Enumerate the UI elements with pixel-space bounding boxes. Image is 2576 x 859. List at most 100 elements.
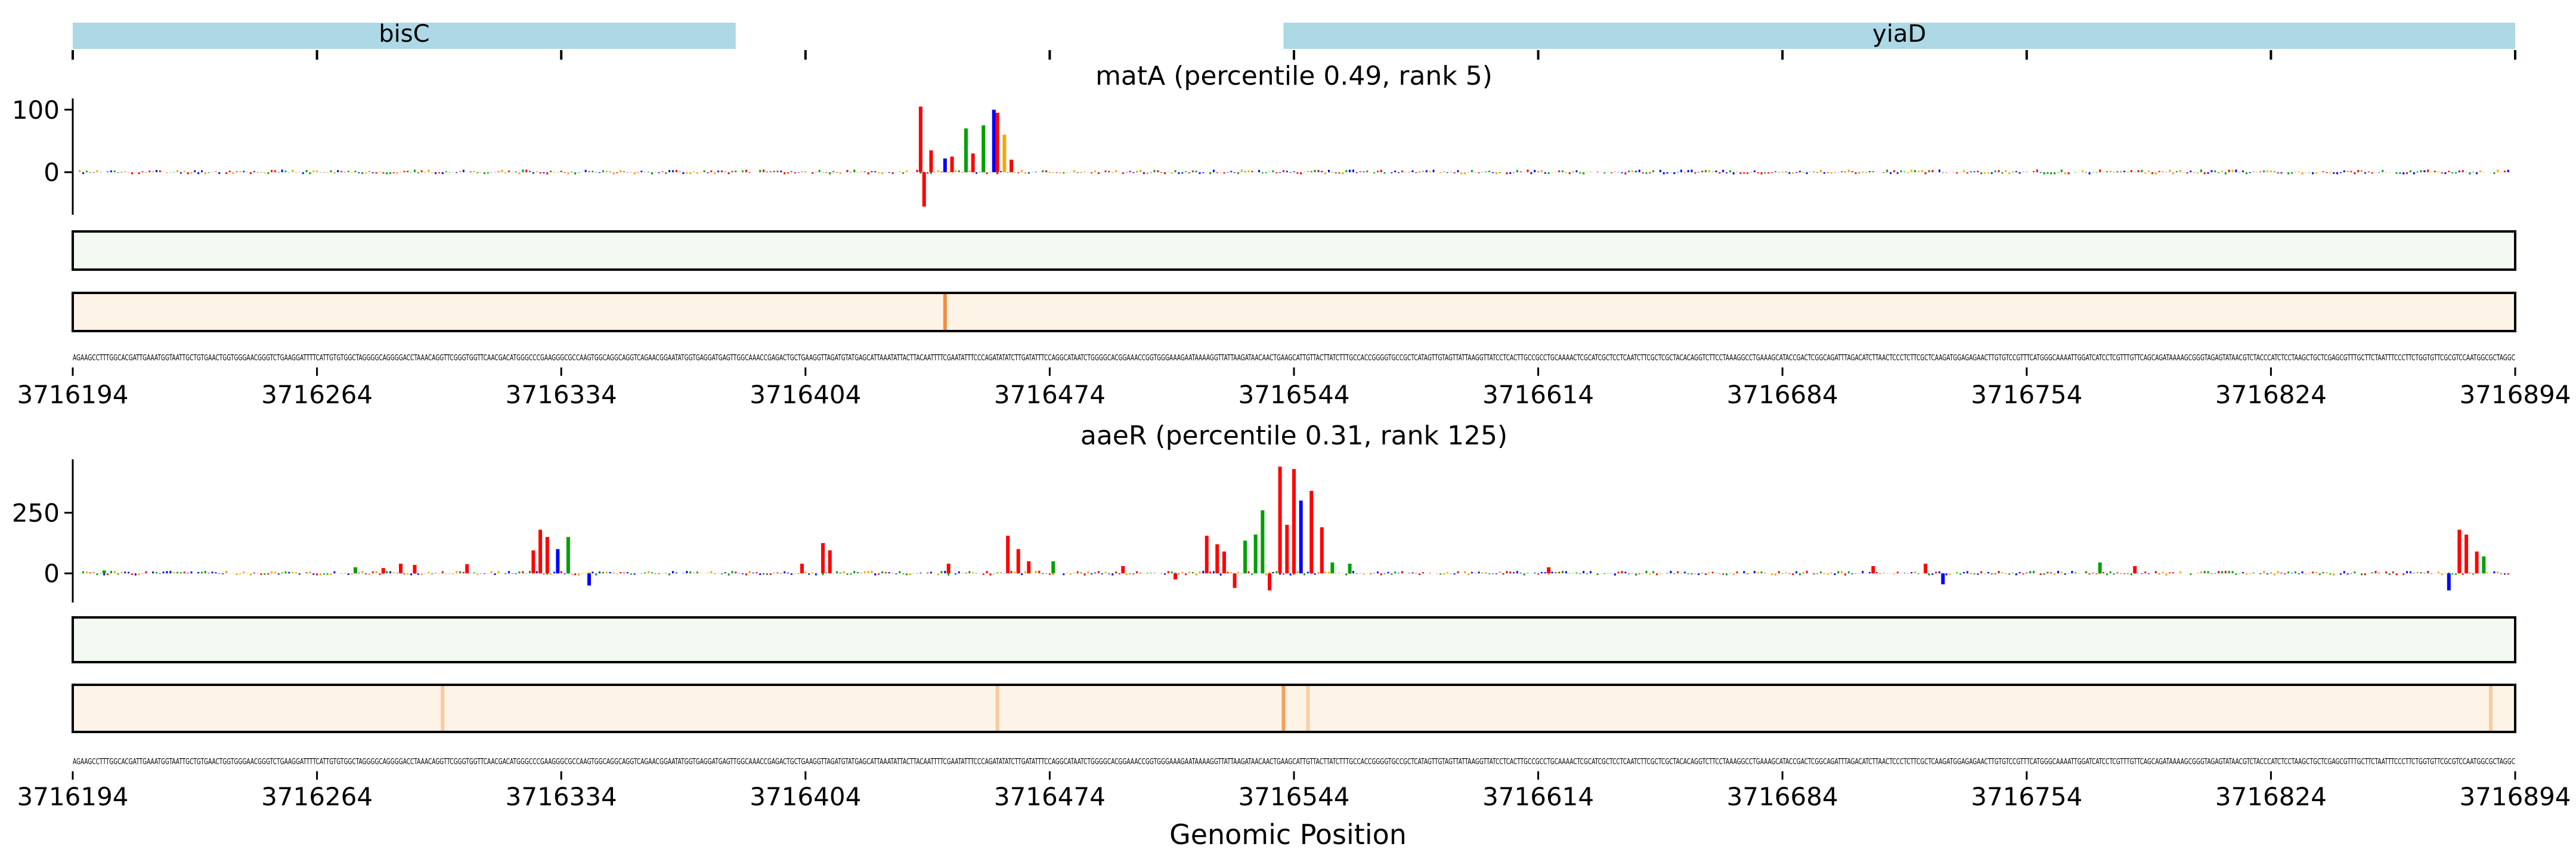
attribution-peak [943,158,947,172]
x-tick-label: 3716474 [994,782,1106,811]
attribution-peak [2098,562,2102,574]
attribution-peak [1871,566,1875,574]
y-tick-label: 100 [12,95,60,125]
orange-hotspot [441,686,445,731]
attribution-peak [995,113,999,172]
attribution-peak [353,567,357,574]
x-tick-label: 3716264 [261,380,373,409]
gene-label: yiaD [1872,20,1926,48]
attribution-peak [1348,563,1352,574]
attribution-peak [1253,534,1258,574]
y-tick-label: 0 [44,559,60,588]
attribution-peak [2447,573,2451,591]
attribution-peak [556,549,560,574]
x-tick-label: 3716614 [1482,782,1594,811]
x-tick-label: 3716474 [994,380,1106,409]
green-heat-track [72,230,2516,271]
attribution-peak [1051,561,1055,574]
attribution-peak [566,537,570,574]
attribution-peak [1330,562,1335,574]
attribution-peak [2475,551,2479,574]
x-tick-label: 3716334 [506,380,617,409]
green-heat-track [72,616,2516,663]
gene-annotation-track: bisC yiaD [72,20,2516,60]
attribution-peak [1016,549,1020,574]
attribution-peak [381,568,385,574]
attribution-peak [971,153,975,172]
attribution-peak [413,564,417,574]
attribution-peak [399,563,403,574]
orange-hotspot [2489,686,2493,731]
attribution-peak [1547,567,1551,574]
x-tick-label: 3716264 [261,782,373,811]
sequence-text: AGAAGCCTTTGGCACGATTGAAATGGTAATTGCTGTGAAC… [73,354,2515,363]
panel-aaeR: aaeR (percentile 0.31, rank 125) 0 250 AGA… [12,421,2571,811]
attribution-peak [1299,500,1303,574]
attribution-peak [1205,536,1209,574]
x-tick-label: 3716824 [2215,380,2327,409]
gene-label: bisC [379,20,429,48]
attribution-peak [1006,536,1010,574]
x-tick-label: 3716684 [1727,782,1838,811]
attribution-peak [929,150,933,172]
attribution-peak [1268,573,1272,591]
attribution-peak [1292,469,1296,574]
attribution-peak [1027,561,1031,574]
attribution-peak [918,106,922,172]
attribution-peak [2133,566,2137,574]
orange-heat-track [72,292,2516,332]
x-axis-label: Genomic Position [1169,818,1407,851]
x-tick-label: 3716754 [1971,380,2082,409]
attribution-peak [1002,134,1007,172]
attribution-peak [1941,573,1945,585]
attribution-peak [1010,159,1014,172]
attribution-peak [2464,534,2469,574]
attribution-peak [1215,544,1219,574]
x-tick-label: 3716404 [750,782,861,811]
x-tick-label: 3716614 [1482,380,1594,409]
attribution-peak [1309,490,1314,574]
attribution-peak [992,109,996,172]
attribution-peak [1233,573,1237,588]
attribution-peak [2482,556,2486,574]
attribution-peak [950,156,954,172]
sequence-text: AGAAGCCTTTGGCACGATTGAAATGGTAATTGCTGTGAAC… [73,758,2515,767]
x-tick-label: 3716754 [1971,782,2082,811]
attribution-peak [800,563,804,574]
attribution-peak [538,529,543,574]
gene-bar-yiaD [1283,23,2515,49]
x-tick-label: 3716684 [1727,380,1838,409]
y-tick-label: 0 [44,158,60,187]
attribution-peak [2457,529,2462,574]
attribution-peak [587,573,592,586]
orange-hotspot [1281,686,1286,731]
attribution-peak [545,537,549,574]
x-tick-label: 3716824 [2215,782,2327,811]
attribution-peak [102,570,106,574]
x-tick-label: 3716544 [1238,380,1349,409]
attribution-peak [982,125,986,172]
x-tick-label: 3716404 [750,380,861,409]
attribution-peak [946,563,950,574]
attribution-peak [1278,466,1282,574]
x-tick-label: 3716334 [506,782,617,811]
x-tick-label: 3716194 [17,782,128,811]
attribution-peak [964,128,968,172]
attribution-peak [1121,566,1125,574]
orange-hotspot [995,686,999,731]
attribution-peak [821,543,825,574]
attribution-peak [1243,540,1247,574]
gene-bar-bisC [73,23,736,49]
orange-hotspot [1306,686,1310,731]
orange-heat-track [72,684,2516,733]
attribution-peak [465,564,469,574]
panel-title: matA (percentile 0.49, rank 5) [1095,61,1493,91]
attribution-peak [1261,510,1265,574]
attribution-peak [922,172,926,207]
y-tick-label: 250 [12,498,60,527]
orange-hotspot [943,294,947,330]
panel-matA: matA (percentile 0.49, rank 5) 0 100 AGAAG… [12,61,2571,409]
attribution-peak [1174,573,1178,580]
attribution-peak [1222,551,1226,574]
